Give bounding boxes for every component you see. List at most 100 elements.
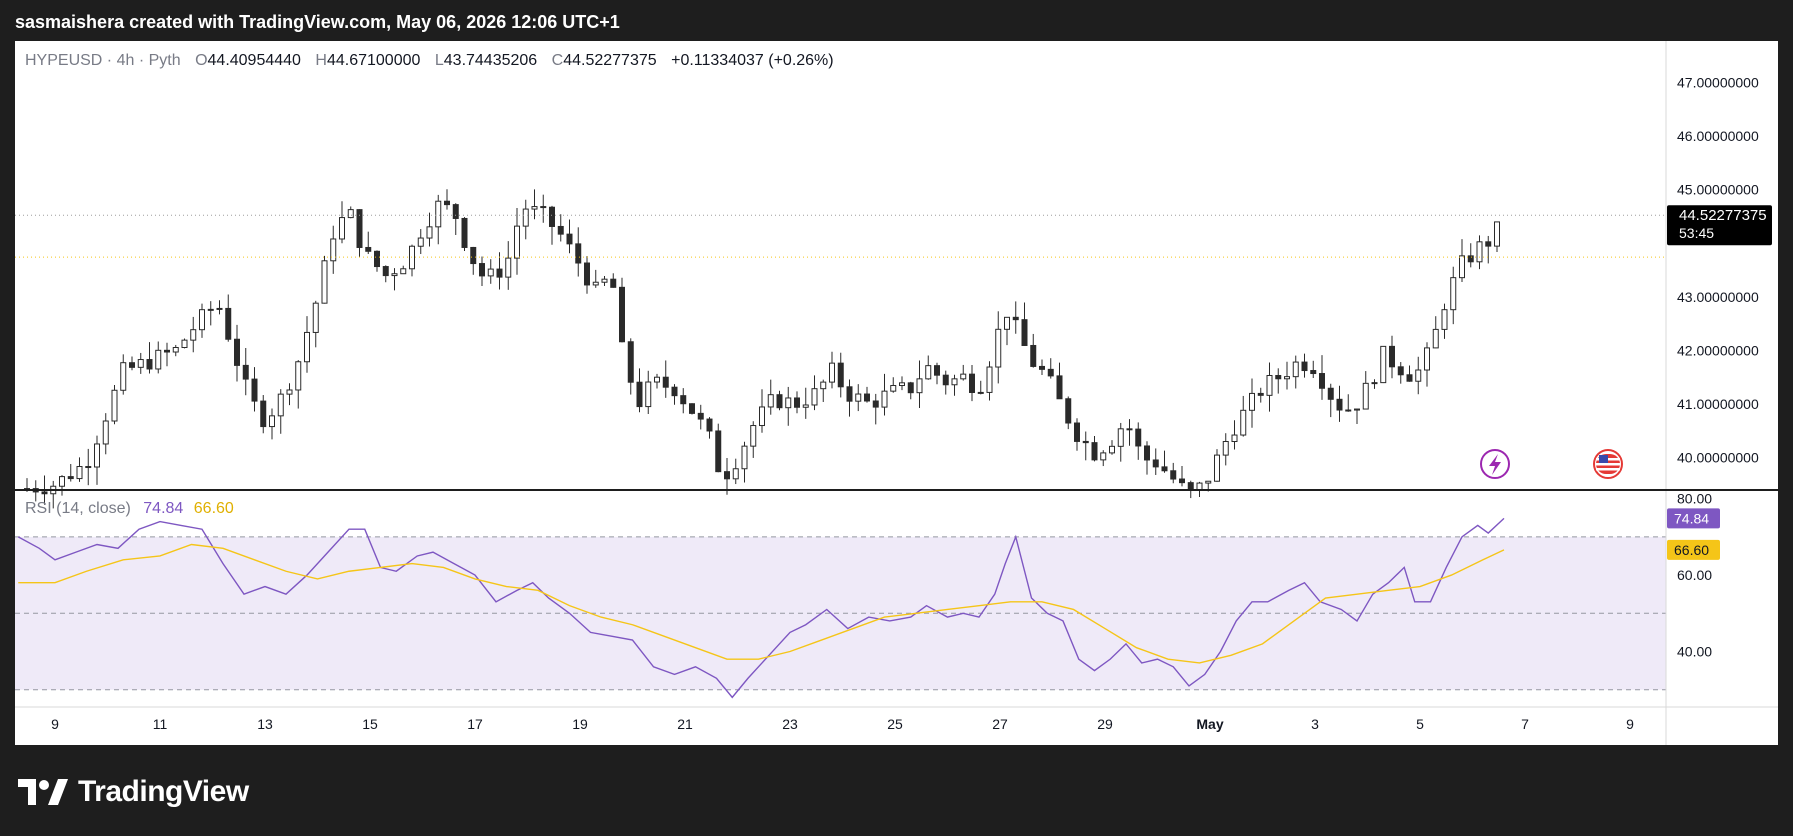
us-flag-event-icon[interactable] [1593,449,1623,479]
symbol-label: HYPEUSD · 4h · Pyth [25,52,181,69]
candle [1161,450,1168,473]
candle [619,277,625,343]
candle [426,212,433,247]
change-value: +0.11334037 (+0.26%) [671,52,834,69]
candle [1284,361,1290,390]
rsi-series [17,517,1505,699]
candle [689,403,695,415]
candle [1467,243,1474,268]
candle [85,448,92,486]
candle [59,475,65,496]
rsi-tick-label: 40.00 [1677,644,1712,660]
rsi-legend-value: 74.84 [143,500,183,517]
candle [566,219,573,254]
candle [1004,316,1010,346]
rsi-ma-badge: 66.60 [1667,539,1720,560]
candle [960,364,967,381]
candle [627,338,634,395]
candle [1047,358,1054,379]
candle [829,351,835,389]
candle [925,355,932,380]
candle [1432,316,1439,349]
candle [461,217,468,251]
candle [242,348,249,396]
candle [592,269,599,288]
candle [155,341,162,374]
symbol-legend: HYPEUSD · 4h · Pyth O44.40954440 H44.671… [25,52,834,69]
candle [1249,378,1255,428]
time-tick-label: 15 [362,716,378,732]
candle [172,344,179,357]
candle [1459,239,1465,282]
candle [374,250,380,272]
rsi-value: 74.84 [1674,510,1709,526]
candle [1476,235,1483,270]
candle [706,417,713,439]
candle [1389,335,1395,379]
price-tick-label: 45.00000000 [1677,182,1759,198]
candle [1231,420,1238,450]
candle [444,189,450,210]
lightning-event-icon[interactable] [1480,449,1510,479]
time-axis-ticks: 9 11 13 15 17 19 21 23 25 27 29 May 3 5 7 9 [51,716,1634,732]
time-tick-label: May [1196,716,1223,732]
chart-frame[interactable]: 47.00000000 46.00000000 45.00000000 43.0000… [15,41,1778,745]
price-tick-label: 47.00000000 [1677,74,1759,90]
candle [1056,362,1063,400]
rsi-tick-label: 80.00 [1677,491,1712,507]
candle [1371,379,1378,389]
candle [382,265,389,283]
candle [479,256,485,287]
candle [1310,360,1317,379]
candle [1126,419,1133,446]
candle [400,265,407,275]
candle [776,390,783,411]
candle [872,393,879,425]
bar-countdown: 53:45 [1679,225,1714,241]
candle [102,413,109,455]
price-tick-label: 41.00000000 [1677,396,1759,412]
candle [1450,266,1457,325]
rsi-axis-ticks: 80.00 60.00 40.00 [1677,491,1712,660]
candle [636,368,643,413]
tradingview-logo-icon [18,779,68,805]
candle [496,252,503,290]
candle [1345,394,1352,412]
candle [759,389,765,433]
candle [951,374,958,396]
candle [697,404,704,430]
candle [575,227,582,277]
candle [181,338,188,349]
candle [1074,418,1080,451]
candle [820,379,827,402]
candle [855,384,862,412]
candle [864,386,870,403]
candle [1170,462,1177,484]
candle [111,385,118,425]
candle [1301,353,1308,378]
candle [522,199,529,240]
chart-svg[interactable]: 47.00000000 46.00000000 45.00000000 43.0000… [15,41,1778,745]
candle [846,379,853,417]
candle [680,388,687,414]
candle [1257,387,1264,403]
candle [986,361,993,401]
candle [505,241,512,290]
candle [601,276,608,286]
logo-text: TradingView [78,775,249,808]
candle [942,370,949,395]
candle [724,457,730,495]
candle [977,380,984,395]
candle [557,214,564,242]
rsi-ma-value: 66.60 [1674,542,1709,558]
candle [995,311,1002,384]
time-tick-label: 21 [677,716,693,732]
candle [811,375,818,411]
candle [741,441,748,483]
candle [76,457,83,482]
candle [1441,303,1448,339]
time-tick-label: 27 [992,716,1008,732]
candle [120,354,127,395]
rsi-line [17,517,1505,699]
candle [216,300,223,315]
